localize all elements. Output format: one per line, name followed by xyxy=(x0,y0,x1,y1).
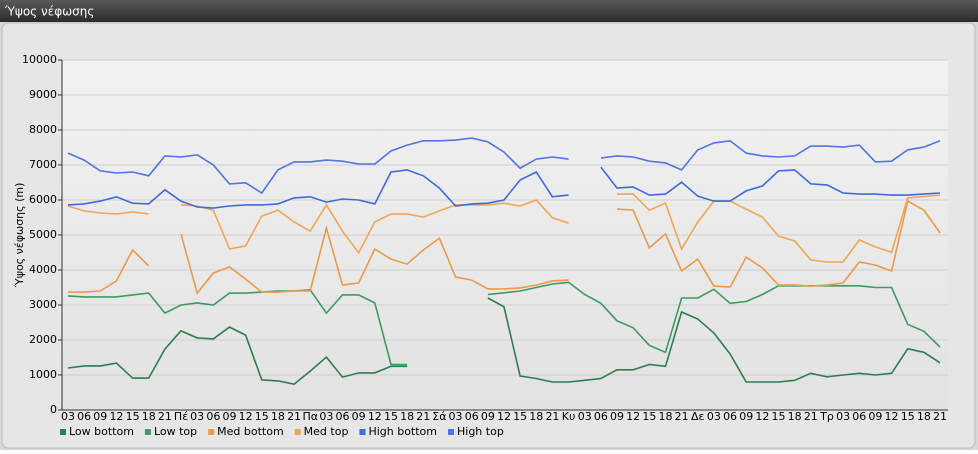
x-tick-label: 12 xyxy=(755,410,769,423)
x-tick-label: 15 xyxy=(384,410,398,423)
series-line xyxy=(67,193,941,263)
x-tick-label: Κυ xyxy=(562,410,576,423)
series-line xyxy=(67,281,941,366)
y-tick-label: 6000 xyxy=(29,193,57,206)
x-tick-label: 09 xyxy=(93,410,107,423)
x-tick-label: 03 xyxy=(836,410,850,423)
x-tick-label: 21 xyxy=(804,410,818,423)
y-tick-label: 7000 xyxy=(29,158,57,171)
series-line xyxy=(67,137,941,195)
y-axis-label: Ύψος νέφωσης (m) xyxy=(13,183,26,289)
legend-swatch xyxy=(448,429,454,435)
x-tick-label: 06 xyxy=(852,410,866,423)
y-tick-label: 3000 xyxy=(29,298,57,311)
x-tick-label: 15 xyxy=(126,410,140,423)
x-tick-label: 09 xyxy=(868,410,882,423)
title-bar xyxy=(0,0,978,22)
legend-swatch xyxy=(359,429,366,435)
x-tick-label: 18 xyxy=(271,410,285,423)
y-tick-label: 1000 xyxy=(29,368,57,381)
x-tick-label: 21 xyxy=(416,410,430,423)
legend-swatch xyxy=(60,429,66,435)
x-tick-label: 03 xyxy=(707,410,721,423)
x-tick-label: 06 xyxy=(77,410,91,423)
x-tick-label: 15 xyxy=(772,410,786,423)
legend-label: High bottom xyxy=(368,425,437,438)
x-tick-label: 03 xyxy=(319,410,333,423)
y-tick-label: 8000 xyxy=(29,123,57,136)
legend-label: Low bottom xyxy=(69,425,134,438)
x-tick-label: 03 xyxy=(449,410,463,423)
legend-label: Med bottom xyxy=(217,425,284,438)
x-tick-label: 06 xyxy=(723,410,737,423)
y-tick-label: 10000 xyxy=(22,53,57,66)
x-tick-label: 15 xyxy=(901,410,915,423)
chart-title: Ύψος νέφωσης xyxy=(4,5,94,19)
y-tick-label: 9000 xyxy=(29,88,57,101)
legend-label: High top xyxy=(457,425,504,438)
x-tick-label: 18 xyxy=(400,410,414,423)
x-tick-label: 15 xyxy=(642,410,656,423)
x-tick-label: 09 xyxy=(222,410,236,423)
x-tick-label: 12 xyxy=(368,410,382,423)
x-tick-label: 18 xyxy=(917,410,931,423)
x-tick-label: 06 xyxy=(206,410,220,423)
x-tick-label: Σά xyxy=(432,410,446,423)
x-tick-label: 18 xyxy=(788,410,802,423)
y-tick-label: 5000 xyxy=(29,228,57,241)
x-tick-label: 12 xyxy=(497,410,511,423)
x-tick-label: 09 xyxy=(739,410,753,423)
x-tick-label: 18 xyxy=(142,410,156,423)
x-tick-label: Πέ xyxy=(174,410,188,423)
x-tick-label: 09 xyxy=(610,410,624,423)
x-tick-label: Τρ xyxy=(819,410,834,423)
x-tick-label: 03 xyxy=(578,410,592,423)
x-tick-label: 21 xyxy=(933,410,947,423)
x-tick-label: 12 xyxy=(239,410,253,423)
y-tick-label: 0 xyxy=(50,403,57,416)
x-tick-label: 09 xyxy=(481,410,495,423)
x-tick-label: 12 xyxy=(626,410,640,423)
legend-label: Low top xyxy=(154,425,197,438)
legend-label: Med top xyxy=(304,425,349,438)
x-tick-label: 06 xyxy=(336,410,350,423)
x-tick-label: 21 xyxy=(545,410,559,423)
x-tick-label: 03 xyxy=(190,410,204,423)
x-tick-label: 06 xyxy=(594,410,608,423)
x-tick-label: 12 xyxy=(885,410,899,423)
series-line xyxy=(67,297,941,385)
series-line xyxy=(67,166,941,209)
x-tick-label: 21 xyxy=(675,410,689,423)
x-tick-label: 18 xyxy=(529,410,543,423)
x-tick-label: 12 xyxy=(109,410,123,423)
legend-swatch xyxy=(294,429,301,435)
x-tick-label: Δε xyxy=(691,410,705,423)
x-tick-label: 15 xyxy=(513,410,527,423)
legend-swatch xyxy=(144,429,151,435)
x-tick-label: 06 xyxy=(465,410,479,423)
y-tick-label: 2000 xyxy=(29,333,57,346)
x-tick-label: 15 xyxy=(255,410,269,423)
legend-swatch xyxy=(208,429,215,435)
x-tick-label: 09 xyxy=(352,410,366,423)
x-tick-label: 21 xyxy=(287,410,301,423)
series-line xyxy=(68,199,941,295)
x-tick-label: 21 xyxy=(158,410,172,423)
y-tick-label: 4000 xyxy=(29,263,57,276)
x-tick-label: Πα xyxy=(302,410,318,423)
x-tick-label: 18 xyxy=(658,410,672,423)
x-tick-label: 03 xyxy=(61,410,75,423)
